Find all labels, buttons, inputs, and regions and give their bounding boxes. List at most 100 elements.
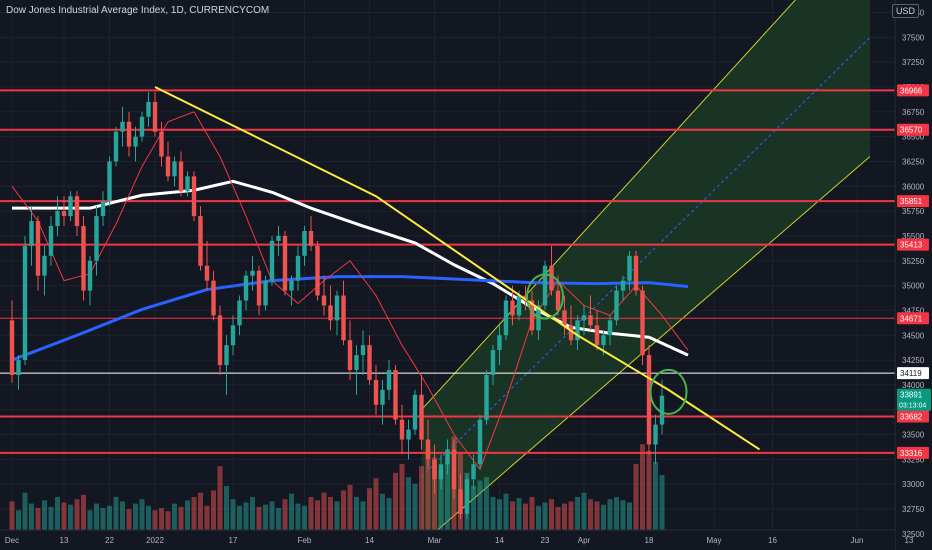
price-label-35851: 35851 <box>900 197 923 206</box>
candle <box>250 255 255 291</box>
candle-body <box>204 265 210 281</box>
volume-bar <box>243 502 249 530</box>
candle-body <box>341 295 346 341</box>
candle-body <box>256 270 262 306</box>
price-label-box <box>897 446 929 459</box>
volume-bar <box>81 494 86 530</box>
volume-bar <box>295 503 301 530</box>
moving-average-3 <box>11 111 689 470</box>
candle-body <box>35 221 41 276</box>
volume-bar <box>594 501 600 530</box>
candle-body <box>458 489 463 514</box>
candle-body <box>94 216 99 261</box>
volume-bar <box>230 499 236 530</box>
volume-bar <box>55 497 60 530</box>
price-tick-label: 35000 <box>902 282 925 291</box>
candle-body <box>230 325 236 346</box>
volume-bar <box>315 500 320 530</box>
candle-body <box>295 255 301 281</box>
candle-body <box>29 221 34 246</box>
candle <box>484 370 489 425</box>
candle <box>659 379 665 435</box>
candle <box>35 216 41 291</box>
volume-bar <box>555 506 561 530</box>
candle <box>308 216 314 251</box>
candle-body <box>224 345 229 366</box>
candle <box>146 91 151 127</box>
candle-body <box>523 295 528 301</box>
volume-bar <box>217 466 223 530</box>
time-tick-label: Mar <box>428 536 442 545</box>
volume-bar <box>354 497 359 530</box>
price-tick-label: 34500 <box>902 331 925 340</box>
candle <box>204 240 210 291</box>
candle <box>406 419 411 460</box>
price-tick-label: 32750 <box>902 505 925 514</box>
candle-body <box>217 315 223 366</box>
volume-bar <box>165 511 171 530</box>
volume-bar <box>22 492 28 530</box>
volume-bar <box>256 506 262 530</box>
last-price-box <box>897 388 931 411</box>
candle-body <box>555 290 561 311</box>
candle-body <box>640 290 645 356</box>
channel-lower-line <box>421 156 871 545</box>
time-tick-label: Jun <box>851 536 864 545</box>
candle-body <box>581 315 587 321</box>
candle <box>263 275 268 311</box>
candle-body <box>178 161 184 192</box>
volume-bar <box>224 486 229 530</box>
volume-bar <box>276 508 281 530</box>
volume-bar <box>419 466 424 530</box>
volume-bar <box>211 490 216 530</box>
volume-bar <box>237 505 242 530</box>
candle-body <box>237 300 242 326</box>
volume-bar <box>120 501 125 530</box>
currency-badge[interactable]: USD <box>892 4 920 18</box>
candle-body <box>185 176 190 192</box>
candle-body <box>425 439 431 460</box>
candle-body <box>373 379 379 405</box>
volume-bar <box>581 492 587 530</box>
candle <box>490 345 496 385</box>
candle-body <box>48 226 54 256</box>
volume-bar <box>269 501 275 530</box>
candle-body <box>250 270 255 276</box>
price-tick-label: 37500 <box>902 33 925 42</box>
candle-body <box>529 300 535 331</box>
volume-bar <box>633 464 639 530</box>
volume-bar <box>152 510 158 530</box>
channel-mid-line <box>421 36 871 478</box>
candle <box>464 474 470 519</box>
candle <box>172 156 177 187</box>
candle <box>139 111 145 142</box>
volume-bar <box>477 480 483 530</box>
volume-bar <box>198 492 203 530</box>
candle-body <box>133 136 138 147</box>
candle-body <box>328 305 333 321</box>
candle <box>360 330 366 375</box>
candle-body <box>87 260 93 291</box>
candle <box>419 374 424 450</box>
time-tick-label: Apr <box>578 536 591 545</box>
candle-body <box>22 245 28 361</box>
volume-bar <box>48 506 54 530</box>
candle <box>256 265 262 316</box>
candle <box>510 285 515 326</box>
price-tick-label: 36500 <box>902 133 925 142</box>
volume-bar <box>185 500 190 530</box>
time-tick-label: 14 <box>365 536 374 545</box>
candle-body <box>380 389 385 405</box>
candle <box>48 216 54 266</box>
candle <box>224 335 229 395</box>
candle <box>334 290 340 336</box>
time-tick-label: 18 <box>645 536 654 545</box>
volume-bar <box>146 505 151 530</box>
candle <box>100 191 106 227</box>
candle-body <box>549 265 554 291</box>
time-tick-label: Dec <box>5 536 19 545</box>
candle <box>107 156 112 207</box>
marker-circle-2 <box>649 368 688 415</box>
candle <box>61 196 67 227</box>
